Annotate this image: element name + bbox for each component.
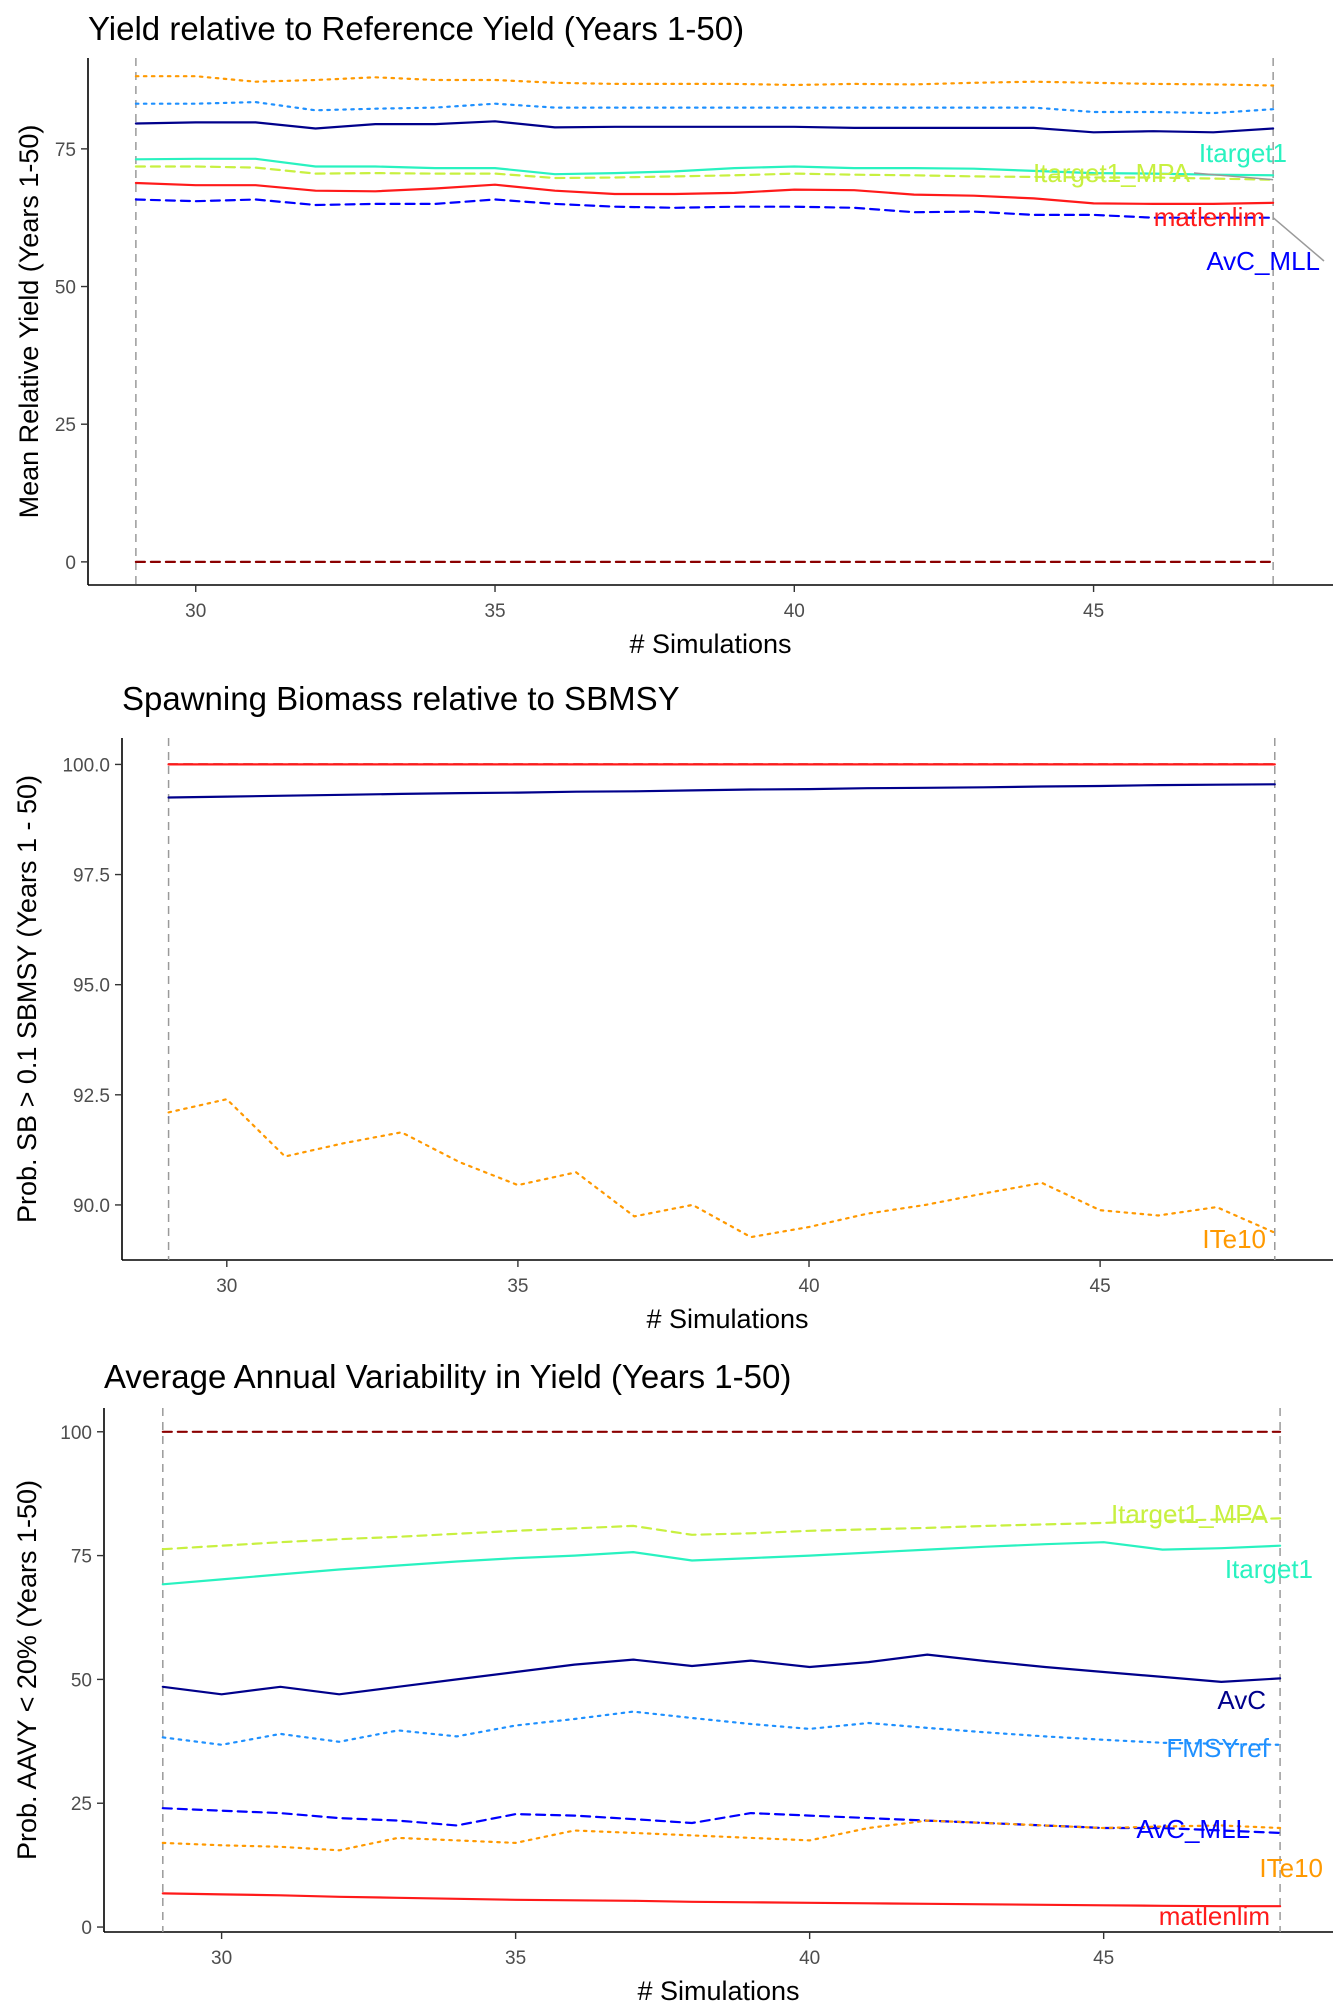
y-axis-title: Prob. SB > 0.1 SBMSY (Years 1 - 50) [12, 775, 42, 1223]
y-tick-label: 25 [71, 1794, 92, 1815]
y-tick-label: 75 [55, 140, 76, 161]
series-line [134, 100, 1275, 115]
series-line-itarget1 [161, 1541, 1282, 1586]
aavy-panel: Average Annual Variability in Yield (Yea… [12, 1358, 1333, 2006]
y-tick-label: 0 [81, 1918, 92, 1939]
series-line-fmsyref [161, 1710, 1282, 1746]
x-tick-label: 35 [505, 1948, 526, 1969]
series-line-avc-mll [134, 198, 1275, 219]
x-tick-label: 40 [798, 1276, 819, 1297]
y-tick-label: 50 [71, 1670, 92, 1691]
x-tick-label: 30 [216, 1276, 237, 1297]
chart-title: Spawning Biomass relative to SBMSY [122, 680, 680, 717]
y-axis-title: Prob. AAVY < 20% (Years 1-50) [12, 1480, 42, 1860]
y-tick-label: 95.0 [73, 976, 110, 997]
x-tick-label: 40 [784, 601, 805, 622]
series-line-matlenlim [161, 1892, 1282, 1908]
x-tick-label: 45 [1083, 601, 1104, 622]
series-label: Itarget1 [1199, 138, 1287, 168]
series-line-itarget1-mpa [161, 1517, 1282, 1551]
y-tick-label: 90.0 [73, 1196, 110, 1217]
y-tick-label: 50 [55, 278, 76, 299]
x-tick-label: 35 [507, 1276, 528, 1297]
x-tick-label: 30 [211, 1948, 232, 1969]
chart-title: Yield relative to Reference Yield (Years… [88, 10, 744, 47]
series-line-itarget1 [134, 157, 1275, 177]
yield-panel: Yield relative to Reference Yield (Years… [14, 10, 1333, 659]
x-axis-title: # Simulations [629, 629, 791, 659]
series-line [134, 120, 1275, 134]
y-axis-title: Mean Relative Yield (Years 1-50) [14, 125, 44, 519]
spawning-biomass-panel: Spawning Biomass relative to SBMSY # Simu… [12, 680, 1333, 1334]
series-line-avc-mll [161, 1807, 1282, 1835]
series-line-ite10 [167, 1098, 1276, 1239]
y-tick-label: 100 [60, 1423, 92, 1444]
series-line-ite10 [161, 1819, 1282, 1852]
y-tick-label: 25 [55, 415, 76, 436]
series-label: AvC_MLL [1206, 246, 1320, 276]
series-label: matlenlim [1154, 202, 1265, 232]
x-tick-label: 45 [1090, 1276, 1111, 1297]
series-label: Itarget1_MPA [1033, 158, 1191, 188]
series-line [134, 75, 1275, 87]
series-line [167, 783, 1276, 799]
series-label: ITe10 [1259, 1853, 1323, 1883]
series-label: AvC_MLL [1136, 1814, 1250, 1844]
series-label: Itarget1_MPA [1111, 1499, 1269, 1529]
series-label: FMSYref [1166, 1733, 1269, 1763]
x-tick-label: 35 [484, 601, 505, 622]
y-tick-label: 0 [65, 553, 76, 574]
chart-title: Average Annual Variability in Yield (Yea… [104, 1358, 791, 1395]
y-tick-label: 97.5 [73, 866, 110, 887]
series-line-itarget1-mpa [134, 165, 1275, 181]
x-axis-title: # Simulations [637, 1976, 799, 2006]
series-label: ITe10 [1202, 1224, 1266, 1254]
x-tick-label: 40 [799, 1948, 820, 1969]
label-leader-line [1193, 172, 1274, 181]
x-tick-label: 45 [1093, 1948, 1114, 1969]
series-line-avc [161, 1653, 1282, 1696]
x-axis-title: # Simulations [646, 1304, 808, 1334]
y-tick-label: 100.0 [62, 755, 110, 776]
y-tick-label: 92.5 [73, 1086, 110, 1107]
label-leader-line [1272, 217, 1325, 262]
series-label: Itarget1 [1225, 1554, 1313, 1584]
series-label: matlenlim [1159, 1901, 1270, 1931]
series-label: AvC [1217, 1685, 1266, 1715]
series-line-matlenlim [134, 181, 1275, 205]
x-tick-label: 30 [185, 601, 206, 622]
y-tick-label: 75 [71, 1547, 92, 1568]
